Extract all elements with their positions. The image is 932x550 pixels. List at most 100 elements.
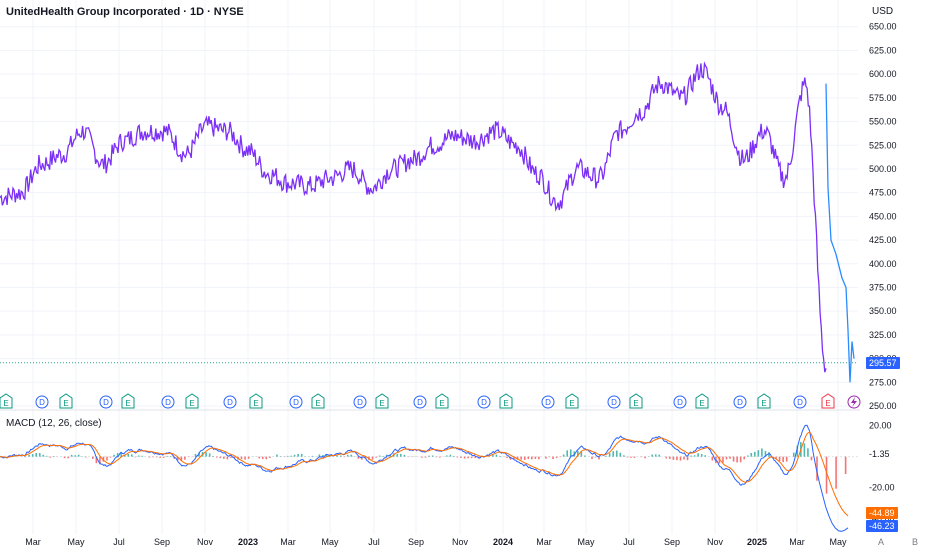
- macd-hist-bar: [92, 456, 94, 459]
- macd-hist-bar: [722, 456, 724, 463]
- earnings-event-icon[interactable]: E: [185, 393, 199, 409]
- macd-hist-bar: [106, 456, 108, 461]
- macd-hist-bar: [594, 456, 597, 458]
- svg-text:E: E: [189, 399, 194, 408]
- macd-hist-bar: [531, 456, 533, 460]
- macd-hist-bar: [336, 455, 338, 457]
- dividend-event-icon[interactable]: D: [353, 395, 367, 409]
- macd-hist-bar: [844, 456, 847, 474]
- signal-line: [0, 431, 849, 517]
- macd-hist-bar: [371, 456, 374, 460]
- earnings-event-icon[interactable]: E: [59, 393, 73, 409]
- earnings-event-icon[interactable]: E: [821, 393, 835, 409]
- log-scale-button[interactable]: B: [912, 537, 919, 547]
- macd-hist-bar: [130, 454, 133, 457]
- macd-hist-tag: -1.35: [869, 449, 890, 459]
- macd-hist-bar: [421, 456, 423, 458]
- dividend-event-icon[interactable]: D: [733, 395, 747, 409]
- svg-text:D: D: [677, 398, 683, 407]
- price-tick-label: 375.00: [869, 282, 897, 292]
- svg-text:D: D: [293, 398, 299, 407]
- macd-hist-bar: [672, 456, 675, 460]
- macd-hist-bar: [322, 455, 324, 457]
- time-tick-label: May: [829, 537, 847, 547]
- macd-hist-bar: [77, 454, 80, 457]
- macd-hist-bar: [159, 456, 161, 458]
- macd-hist-bar: [693, 455, 696, 457]
- price-tick-label: 325.00: [869, 330, 897, 340]
- dividend-event-icon[interactable]: D: [673, 395, 687, 409]
- macd-hist-bar: [290, 455, 292, 457]
- macd-hist-bar: [240, 456, 243, 459]
- macd-hist-bar: [180, 456, 183, 462]
- macd-hist-bar: [169, 456, 172, 457]
- macd-hist-bar: [435, 456, 438, 458]
- earnings-event-icon[interactable]: E: [375, 393, 389, 409]
- dividend-event-icon[interactable]: D: [289, 395, 303, 409]
- macd-hist-bar: [403, 454, 406, 457]
- earnings-event-icon[interactable]: E: [121, 393, 135, 409]
- dividend-event-icon[interactable]: D: [477, 395, 491, 409]
- macd-hist-bar: [67, 456, 69, 459]
- dividend-event-icon[interactable]: D: [413, 395, 427, 409]
- macd-hist-bar: [31, 454, 34, 457]
- dividend-event-icon[interactable]: D: [223, 395, 237, 409]
- macd-hist-bar: [361, 456, 363, 460]
- macd-hist-bar: [534, 456, 537, 459]
- auto-scale-button[interactable]: A: [878, 537, 885, 547]
- earnings-event-icon[interactable]: E: [311, 393, 325, 409]
- macd-hist-bar: [463, 456, 466, 459]
- price-tick-label: 475.00: [869, 188, 897, 198]
- earnings-event-icon[interactable]: E: [695, 393, 709, 409]
- svg-text:E: E: [379, 399, 384, 408]
- earnings-event-icon[interactable]: E: [757, 393, 771, 409]
- dividend-event-icon[interactable]: D: [161, 395, 175, 409]
- macd-hist-bar: [42, 454, 45, 457]
- macd-hist-bar: [24, 456, 27, 458]
- macd-hist-bar: [700, 454, 703, 457]
- macd-hist-bar: [697, 453, 699, 457]
- price-tick-label: 500.00: [869, 164, 897, 174]
- earnings-event-icon[interactable]: E: [0, 393, 13, 409]
- macd-hist-bar: [134, 456, 137, 458]
- dividend-event-icon[interactable]: D: [607, 395, 621, 409]
- earnings-event-icon[interactable]: E: [249, 393, 263, 409]
- macd-hist-bar: [400, 453, 402, 457]
- earnings-event-icon[interactable]: E: [499, 393, 513, 409]
- macd-hist-bar: [70, 454, 73, 457]
- macd-hist-bar: [623, 455, 625, 457]
- dividend-event-icon[interactable]: D: [99, 395, 113, 409]
- dividend-event-icon[interactable]: D: [541, 395, 555, 409]
- macd-hist-bar: [460, 456, 462, 458]
- macd-hist-bar: [148, 456, 151, 458]
- time-axis[interactable]: Mar May Jul Sep Nov 2023 Mar May Jul Sep Nov 2024 Ma…: [25, 537, 847, 547]
- flash-icon[interactable]: [847, 395, 861, 409]
- macd-hist-bar: [38, 453, 41, 457]
- price-scale[interactable]: 650.00 625.00 600.00 575.00 550.00 525.00 500.…: [869, 22, 897, 411]
- price-tick-label: 600.00: [869, 69, 897, 79]
- dividend-event-icon[interactable]: D: [35, 395, 49, 409]
- time-tick-label: 2023: [238, 537, 258, 547]
- macd-hist-bar: [300, 453, 303, 457]
- price-tick-label: 450.00: [869, 211, 897, 221]
- macd-hist-bar: [258, 456, 261, 459]
- macd-hist-bar: [605, 455, 607, 457]
- macd-hist-bar: [750, 452, 753, 457]
- macd-indicator-label[interactable]: MACD (12, 26, close): [6, 418, 102, 429]
- dividend-event-icon[interactable]: D: [793, 395, 807, 409]
- macd-hist-bar: [116, 453, 119, 457]
- time-tick-label: Jul: [368, 537, 380, 547]
- macd-hist-bar: [226, 456, 229, 460]
- earnings-event-icon[interactable]: E: [435, 393, 449, 409]
- symbol-title[interactable]: UnitedHealth Group Incorporated · 1D · N…: [6, 6, 244, 18]
- macd-hist-bar: [311, 455, 314, 457]
- time-tick-label: Mar: [536, 537, 552, 547]
- macd-hist-bar: [711, 456, 714, 461]
- earnings-event-icon[interactable]: E: [565, 393, 579, 409]
- currency-label[interactable]: USD: [872, 6, 894, 17]
- earnings-event-icon[interactable]: E: [629, 393, 643, 409]
- macd-hist-bar: [431, 455, 434, 457]
- macd-hist-bar: [446, 455, 448, 457]
- svg-text:D: D: [39, 398, 45, 407]
